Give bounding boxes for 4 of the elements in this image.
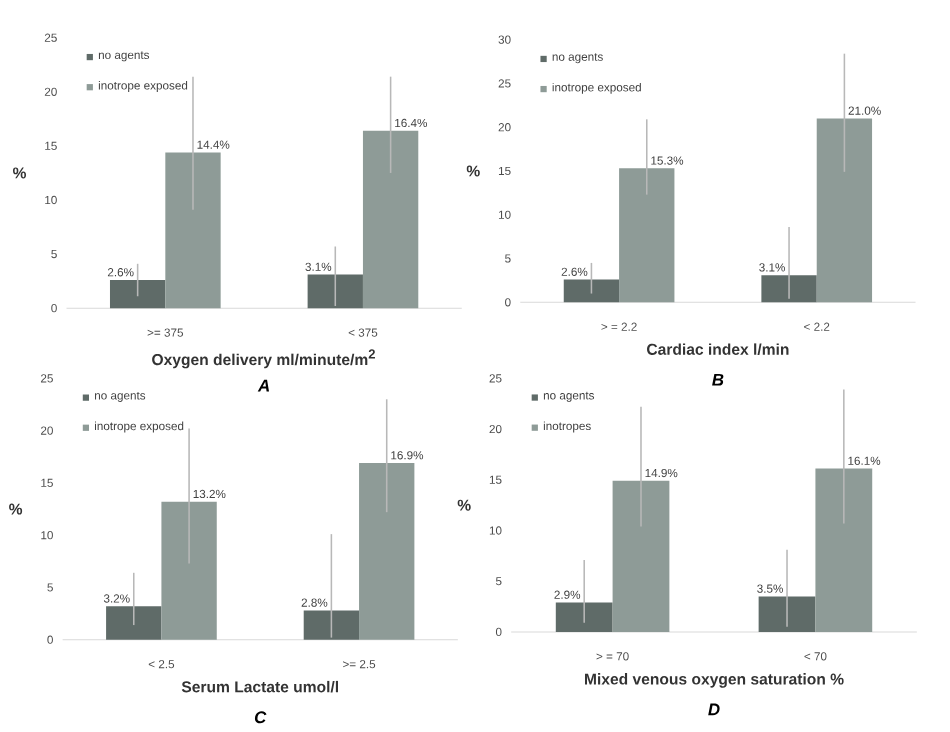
text: C	[254, 711, 267, 724]
text: D	[708, 703, 720, 716]
annotation: B	[712, 373, 724, 386]
annotation: A	[257, 379, 269, 392]
